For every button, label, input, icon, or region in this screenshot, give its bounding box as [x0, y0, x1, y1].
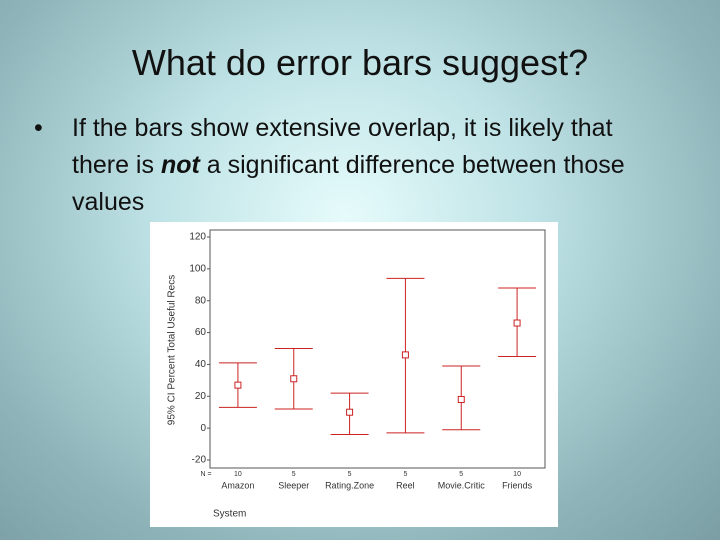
x-tick-label: Reel — [396, 480, 415, 490]
n-label: N = — [200, 471, 211, 478]
mean-marker — [290, 375, 298, 383]
n-count: 10 — [513, 471, 521, 478]
mean-marker — [457, 395, 465, 403]
y-tick-label: 0 — [200, 423, 206, 434]
x-axis-label: System — [213, 509, 246, 520]
mean-marker — [234, 381, 242, 389]
y-tick-label: 20 — [195, 391, 207, 402]
x-tick-label: Rating.Zone — [325, 480, 374, 490]
y-tick-label: -20 — [192, 455, 207, 466]
bullet-text: If the bars show extensive overlap, it i… — [72, 114, 613, 179]
x-tick-label: Friends — [502, 480, 533, 490]
n-count: 5 — [292, 471, 296, 478]
n-count: 10 — [234, 471, 242, 478]
y-tick-label: 100 — [189, 263, 206, 274]
x-tick-label: Amazon — [221, 480, 254, 490]
plot-frame — [209, 229, 546, 469]
y-tick-label: 60 — [195, 327, 207, 338]
n-count: 5 — [348, 471, 352, 478]
chart: 95% CI Percent Total Useful Recs System … — [150, 222, 558, 527]
n-count: 5 — [459, 471, 463, 478]
bullet-text: a significant difference between those v… — [72, 151, 625, 216]
x-tick-label: Sleeper — [278, 480, 309, 490]
mean-marker — [346, 408, 354, 416]
y-tick-label: 40 — [195, 359, 207, 370]
n-count: 5 — [403, 471, 407, 478]
x-tick-label: Movie.Critic — [438, 480, 486, 490]
y-axis-label: 95% CI Percent Total Useful Recs — [167, 275, 178, 425]
mean-marker — [513, 319, 521, 327]
slide-title: What do error bars suggest? — [131, 42, 589, 83]
mean-marker — [401, 351, 409, 359]
y-tick-label: 80 — [195, 295, 207, 306]
bullet: If the bars show extensive overlap, it i… — [34, 110, 672, 221]
y-tick-label: 120 — [189, 232, 206, 243]
bullet-emphasis: not — [160, 151, 200, 179]
